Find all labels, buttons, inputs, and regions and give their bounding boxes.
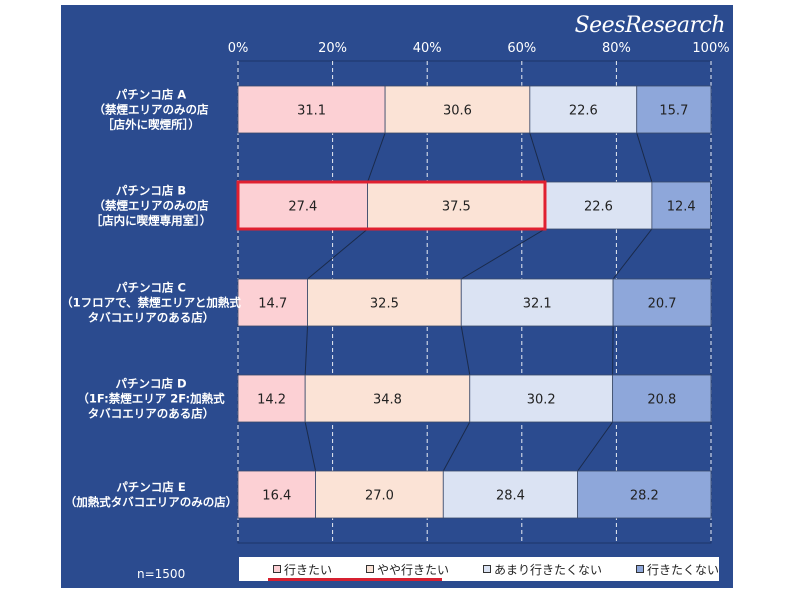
bar-value-label: 22.6 <box>584 200 613 215</box>
legend-item: あまり行きたくない <box>483 561 602 578</box>
bar-value-label: 22.6 <box>569 104 598 119</box>
bar-segment <box>612 278 712 327</box>
highlight-box <box>236 180 547 231</box>
bar-value-label: 15.7 <box>659 104 688 119</box>
bar-segment <box>237 374 306 423</box>
bar-value-label: 34.8 <box>373 393 402 408</box>
category-label-line: （1F:禁煙エリア 2F:加熱式 <box>77 392 225 406</box>
bar-segment <box>442 470 579 519</box>
series-connector-line <box>307 228 368 280</box>
series-connector-line <box>304 421 317 472</box>
x-tick-label: 80% <box>602 41 631 56</box>
series-connector-line <box>304 325 309 376</box>
bar-segment <box>367 181 546 230</box>
bar-segment <box>636 85 712 134</box>
bar-segment <box>651 181 711 230</box>
bar-value-label: 20.7 <box>648 297 677 312</box>
x-tick-label: 60% <box>507 41 536 56</box>
bar-value-label: 32.1 <box>523 297 552 312</box>
sample-size: n=1500 <box>137 567 186 581</box>
chart-panel: SeesResearch 0% 20% 40% 60% 80% 100% 31.1 30.6 2… <box>61 5 733 588</box>
legend-label: 行きたくない <box>647 562 720 577</box>
category-label-line: パチンコ店 A <box>116 88 187 102</box>
category-label-line: ［店外に喫煙所］） <box>102 118 200 132</box>
bar-segment <box>384 85 531 134</box>
bar-value-label: 37.5 <box>442 200 471 215</box>
series-connector-line <box>460 325 471 376</box>
category-label-line: パチンコ店 E <box>116 480 186 494</box>
bar-value-label: 32.5 <box>370 297 399 312</box>
bar-segment <box>237 85 386 134</box>
legend-item: 行きたくない <box>636 561 719 578</box>
bar-segment <box>577 470 712 519</box>
legend-item: 行きたい <box>273 561 332 578</box>
series-connector-line <box>367 132 386 183</box>
bar-value-label: 14.7 <box>258 297 287 312</box>
legend-swatch <box>636 565 645 573</box>
x-tick-label: 20% <box>318 41 347 56</box>
category-label: パチンコ店 E （加熱式タバコエリアのみの店） <box>65 480 238 509</box>
series-connector-line <box>529 132 546 183</box>
chart-legend: 行きたい やや行きたい あまり行きたくない 行きたくない <box>239 557 719 581</box>
x-tick-label: 0% <box>228 41 249 56</box>
series-connector-line <box>612 228 653 280</box>
legend-item: やや行きたい <box>366 561 449 578</box>
category-label-line: パチンコ店 C <box>116 281 186 295</box>
series-connector-line <box>636 132 653 183</box>
bar-segment <box>460 278 614 327</box>
brand-logo: SeesResearch <box>574 13 726 38</box>
bar-segment <box>469 374 614 423</box>
category-label-line: （加熱式タバコエリアのみの店） <box>65 495 238 509</box>
bar-value-label: 14.2 <box>257 393 286 408</box>
legend-swatch <box>483 565 492 573</box>
series-connector-line <box>460 228 546 280</box>
x-tick-label: 100% <box>692 41 729 56</box>
bar-segment <box>544 181 653 230</box>
bar-value-label: 27.0 <box>365 489 394 504</box>
bar-value-label: 30.2 <box>527 393 556 408</box>
category-label: パチンコ店 B （禁煙エリアのみの店［店内に喫煙専用室］） <box>91 184 212 228</box>
bar-value-label: 30.6 <box>443 104 472 119</box>
bar-segment <box>307 278 462 327</box>
bar-segment <box>237 278 308 327</box>
legend-swatch <box>273 565 281 573</box>
stacked-bar-chart: 0% 20% 40% 60% 80% 100% 31.1 30.6 22.6 15.7 27.4 37… <box>61 41 730 544</box>
category-label-line: （禁煙エリアのみの店 <box>94 103 209 117</box>
category-label-line: （禁煙エリアのみの店 <box>94 199 209 213</box>
legend-label: あまり行きたくない <box>494 562 603 577</box>
bar-value-label: 27.4 <box>288 200 317 215</box>
bar-value-label: 12.4 <box>667 200 696 215</box>
category-label-line: パチンコ店 B <box>116 184 186 198</box>
bar-segment <box>315 470 444 519</box>
bar-segment <box>304 374 471 423</box>
category-label-line: タバコエリアのある店） <box>88 311 215 325</box>
bar-segment <box>612 374 712 423</box>
legend-swatch <box>366 565 375 573</box>
series-connector-line <box>577 421 614 472</box>
category-label: パチンコ店 A （禁煙エリアのみの店［店外に喫煙所］） <box>94 88 209 132</box>
category-label-line: タバコエリアのある店） <box>88 407 215 421</box>
category-label-line: （1フロアで、禁煙エリアと加熱式 <box>61 296 241 310</box>
series-connector-line <box>442 421 471 472</box>
x-tick-label: 40% <box>413 41 442 56</box>
legend-label: 行きたい <box>284 562 333 577</box>
legend-highlight-underline <box>268 578 442 581</box>
category-label: パチンコ店 C （1フロアで、禁煙エリアと加熱式タバコエリアのある店） <box>61 281 241 325</box>
bar-value-label: 28.2 <box>630 489 659 504</box>
category-label-line: パチンコ店 D <box>115 377 186 391</box>
bar-value-label: 20.8 <box>647 393 676 408</box>
bar-value-label: 31.1 <box>297 104 326 119</box>
legend-label: やや行きたい <box>377 562 450 577</box>
bar-value-label: 28.4 <box>496 489 525 504</box>
bar-segment <box>237 470 316 519</box>
bar-value-label: 16.4 <box>262 489 291 504</box>
category-label: パチンコ店 D （1F:禁煙エリア 2F:加熱式タバコエリアのある店） <box>77 377 225 421</box>
category-label-line: ［店内に喫煙専用室］） <box>91 214 212 228</box>
